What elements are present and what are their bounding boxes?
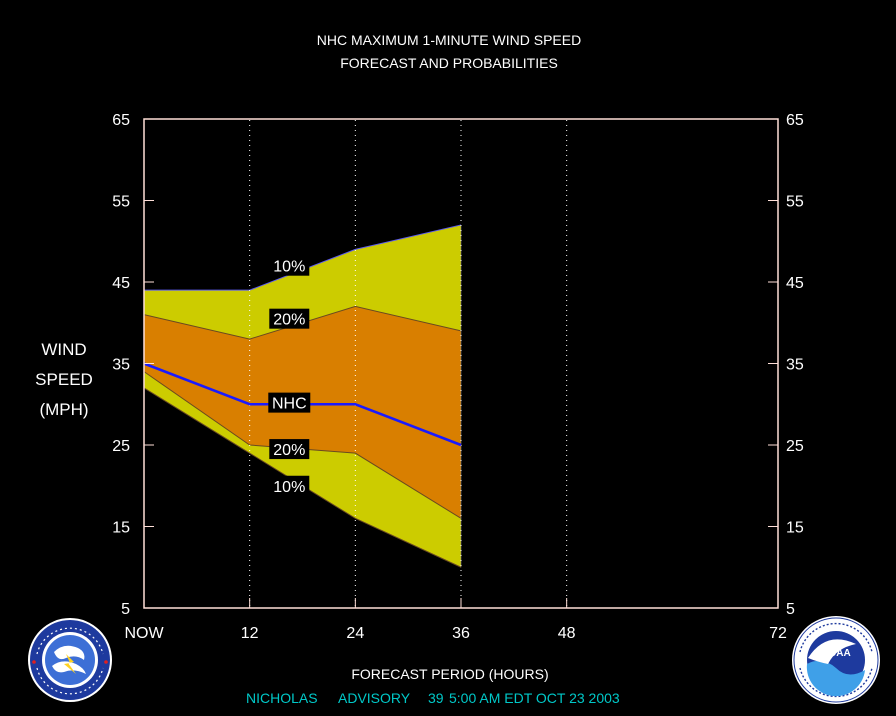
y-tick-label-left: 35 [112, 357, 130, 374]
x-tick-label: 36 [452, 625, 470, 642]
advisory-line: NICHOLAS ADVISORY 39 5:00 AM EDT OCT 23 … [246, 690, 620, 706]
y-tick-label-left: 15 [112, 520, 130, 537]
annotation-box [269, 439, 310, 460]
y-tick-label-right: 5 [786, 601, 795, 618]
nws-seal-icon [28, 618, 112, 702]
x-tick-label: 24 [346, 625, 364, 642]
y-tick-label-right: 65 [786, 112, 804, 129]
x-tick-label: 48 [558, 625, 576, 642]
x-tick-label: NOW [124, 625, 164, 642]
y-tick-label-right: 25 [786, 438, 804, 455]
annotation-label-percent: 10% [273, 479, 305, 496]
annotation-label-percent: 20% [273, 442, 305, 459]
annotation-label-percent: 10% [273, 259, 305, 276]
advisory-number: 39 [428, 690, 444, 706]
y-tick-label-left: 55 [112, 194, 130, 211]
y-tick-label-right: 55 [786, 194, 804, 211]
advisory-label: ADVISORY [338, 690, 411, 706]
y-tick-label-right: 15 [786, 520, 804, 537]
advisory-time: 5:00 AM EDT OCT 23 2003 [449, 690, 620, 706]
x-tick-label: 72 [769, 625, 787, 642]
chart-title-line1: NHC MAXIMUM 1-MINUTE WIND SPEED [317, 32, 581, 48]
y-tick-label-left: 25 [112, 438, 130, 455]
advisory-storm-name: NICHOLAS [246, 690, 318, 706]
annotation-box [269, 255, 310, 276]
y-axis-label-line2: SPEED [35, 370, 93, 389]
y-tick-label-left: 5 [121, 601, 130, 618]
annotation-label-percent: 20% [273, 312, 305, 329]
chart-title-line2: FORECAST AND PROBABILITIES [340, 55, 558, 71]
annotation-box [269, 475, 310, 496]
y-tick-label-right: 45 [786, 275, 804, 292]
noaa-seal-icon: NOAA [792, 616, 880, 704]
annotation-box [268, 392, 311, 413]
x-tick-label: 12 [241, 625, 259, 642]
y-tick-label-left: 45 [112, 275, 130, 292]
y-axis-label-line1: WIND [41, 340, 86, 359]
y-tick-label-left: 65 [112, 112, 130, 129]
y-tick-label-right: 35 [786, 357, 804, 374]
annotation-box [269, 308, 310, 329]
noaa-center-text: NOAA [821, 648, 850, 659]
annotation-label-nhc: NHC [272, 396, 307, 413]
y-axis-label-line3: (MPH) [39, 400, 88, 419]
x-axis-label: FORECAST PERIOD (HOURS) [351, 666, 548, 682]
